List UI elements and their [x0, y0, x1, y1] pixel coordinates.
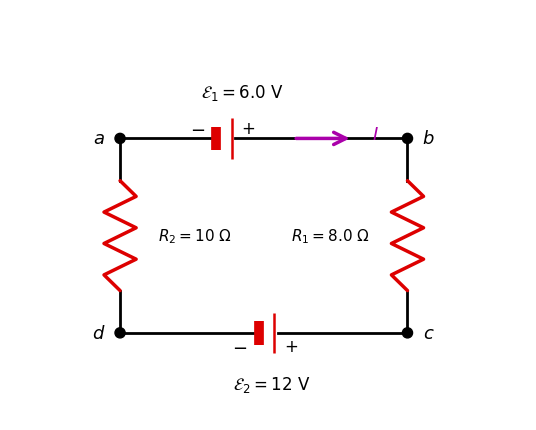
Circle shape: [403, 134, 413, 144]
Text: $b$: $b$: [422, 130, 435, 148]
Text: $\mathcal{E}_2 = 12\ \mathrm{V}$: $\mathcal{E}_2 = 12\ \mathrm{V}$: [234, 374, 311, 393]
Text: $R_1 = 8.0\ \Omega$: $R_1 = 8.0\ \Omega$: [291, 227, 369, 246]
Circle shape: [115, 134, 125, 144]
Text: $-$: $-$: [190, 120, 205, 138]
Text: $c$: $c$: [423, 324, 435, 342]
Text: $I$: $I$: [373, 126, 379, 144]
Text: $+$: $+$: [242, 120, 256, 138]
Text: $a$: $a$: [93, 130, 105, 148]
Text: $\mathcal{E}_1 = 6.0\ \mathrm{V}$: $\mathcal{E}_1 = 6.0\ \mathrm{V}$: [201, 83, 284, 103]
Text: $R_2 = 10\ \Omega$: $R_2 = 10\ \Omega$: [158, 227, 232, 246]
Text: $d$: $d$: [92, 324, 106, 342]
Text: $+$: $+$: [284, 337, 298, 355]
Circle shape: [115, 328, 125, 338]
Circle shape: [403, 328, 413, 338]
Text: $-$: $-$: [232, 337, 247, 355]
